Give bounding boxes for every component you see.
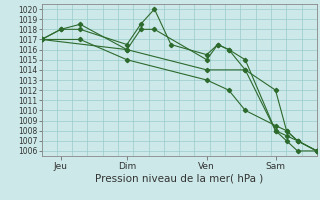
X-axis label: Pression niveau de la mer( hPa ): Pression niveau de la mer( hPa ) bbox=[95, 173, 263, 183]
